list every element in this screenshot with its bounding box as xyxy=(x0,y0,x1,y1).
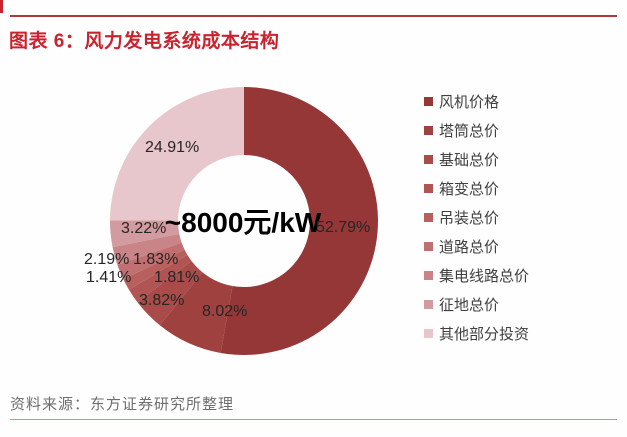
figure-title: 图表 6：风力发电系统成本结构 xyxy=(9,31,280,52)
legend-item-3: 箱变总价 xyxy=(424,174,529,203)
donut-center-label: ~8000元/kW xyxy=(164,207,322,238)
legend-label: 其他部分投资 xyxy=(439,326,530,343)
legend-swatch-icon xyxy=(424,213,433,222)
donut-slice-0 xyxy=(220,87,378,355)
slice-label-8: 24.91% xyxy=(145,139,200,156)
legend-item-5: 道路总价 xyxy=(424,232,529,261)
legend-item-4: 吊装总价 xyxy=(424,203,529,232)
chart-legend: 风机价格塔筒总价基础总价箱变总价吊装总价道路总价集电线路总价 征地总价其他部分投资 xyxy=(424,87,529,348)
legend-swatch-icon xyxy=(424,184,433,193)
slice-label-7: 3.22% xyxy=(121,220,167,237)
donut-slice-3 xyxy=(128,254,192,303)
legend-swatch-icon xyxy=(424,126,433,135)
legend-item-7: 征地总价 xyxy=(424,290,529,319)
source-note: 资料来源：东方证券研究所整理 xyxy=(10,396,235,413)
footer-rule xyxy=(10,419,617,420)
title-rule xyxy=(10,15,617,17)
page-edge-mark xyxy=(0,0,3,13)
legend-label: 基础总价 xyxy=(439,152,500,169)
legend-swatch-icon xyxy=(424,155,433,164)
legend-swatch-icon xyxy=(424,242,433,251)
slice-label-6: 2.19% xyxy=(84,251,130,268)
donut-slice-4 xyxy=(123,249,188,290)
slice-label-1: 8.02% xyxy=(202,303,248,320)
donut-slice-1 xyxy=(159,272,233,353)
legend-label: 箱变总价 xyxy=(439,181,500,198)
donut-slice-8 xyxy=(110,86,244,221)
donut-slice-7 xyxy=(109,220,180,248)
legend-swatch-icon xyxy=(424,329,433,338)
legend-swatch-icon xyxy=(424,271,433,280)
legend-item-6: 集电线路总价 xyxy=(424,261,529,290)
legend-label: 风机价格 xyxy=(439,94,500,111)
slice-label-0: 52.79% xyxy=(316,219,371,236)
legend-item-0: 风机价格 xyxy=(424,87,529,116)
legend-label: 集电线路总价 xyxy=(439,268,530,285)
slice-label-3: 1.81% xyxy=(154,269,200,286)
slice-label-2: 3.82% xyxy=(139,292,185,309)
donut-slice-5 xyxy=(117,242,185,280)
legend-item-1: 塔筒总价 xyxy=(424,116,529,145)
legend-swatch-icon xyxy=(424,300,433,309)
legend-item-2: 基础总价 xyxy=(424,145,529,174)
legend-label: 征地总价 xyxy=(439,297,500,314)
legend-label: 吊装总价 xyxy=(439,210,500,227)
legend-item-8: 其他部分投资 xyxy=(424,319,529,348)
legend-label: 道路总价 xyxy=(439,239,500,256)
legend-label: 塔筒总价 xyxy=(439,123,500,140)
donut-slice-6 xyxy=(112,233,182,265)
legend-swatch-icon xyxy=(424,97,433,106)
slice-label-5: 1.83% xyxy=(133,251,179,268)
donut-slice-2 xyxy=(137,261,203,326)
slice-label-4: 1.41% xyxy=(86,269,132,286)
